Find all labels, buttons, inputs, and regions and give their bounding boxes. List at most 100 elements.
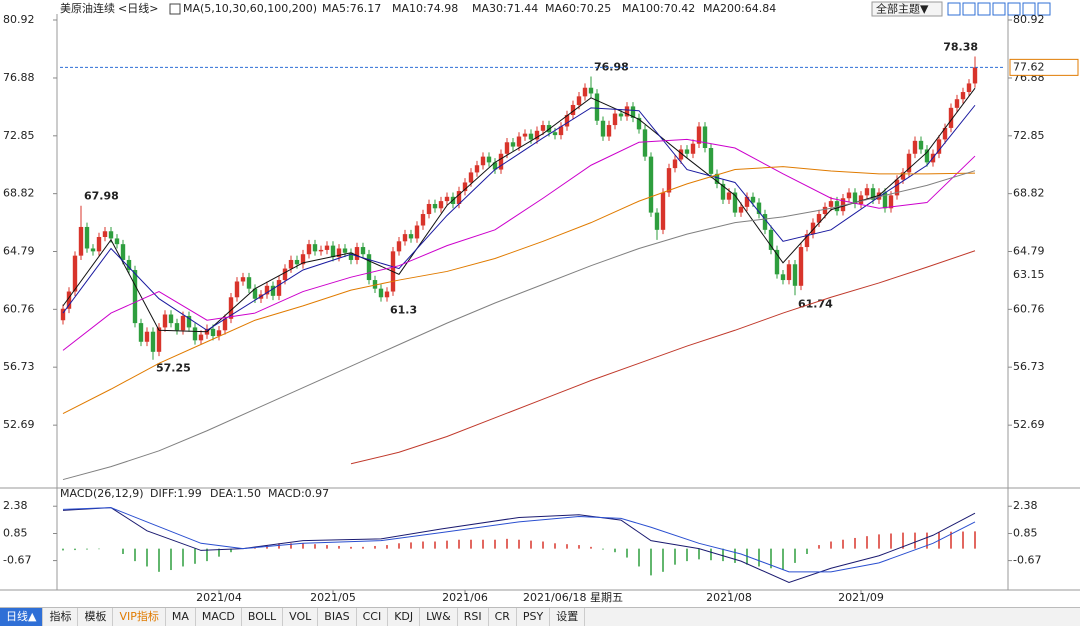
candle-body xyxy=(642,129,648,157)
candle-body xyxy=(96,237,102,252)
tab[interactable]: KDJ xyxy=(388,608,421,626)
tab[interactable]: VIP指标 xyxy=(113,608,166,626)
candle-body xyxy=(408,234,414,239)
candle-body xyxy=(138,323,144,342)
candle-body xyxy=(576,96,582,105)
ma-line xyxy=(62,87,976,333)
candle-body xyxy=(384,291,390,298)
candle-body xyxy=(66,291,72,309)
candle-body xyxy=(198,334,204,341)
tab[interactable]: MACD xyxy=(196,608,242,626)
tab[interactable]: PSY xyxy=(517,608,551,626)
candle-body xyxy=(180,315,186,331)
y-tick-label: 52.69 xyxy=(1013,418,1045,431)
y-tick-label: 0.85 xyxy=(1013,526,1038,539)
candle-body xyxy=(318,249,324,252)
y-tick-label: 2.38 xyxy=(3,499,28,512)
candle-body xyxy=(636,117,642,130)
x-tick-label: 2021/06 xyxy=(442,591,488,604)
candle-body xyxy=(432,203,438,209)
tab[interactable]: RSI xyxy=(458,608,489,626)
ma-line xyxy=(350,250,976,465)
legend-entry: MA60:70.25 xyxy=(545,2,611,15)
tab[interactable]: BOLL xyxy=(242,608,284,626)
tab[interactable]: 日线▲ xyxy=(0,608,44,626)
legend-entry: MA100:70.42 xyxy=(622,2,695,15)
candle-body xyxy=(510,142,516,147)
candle-body xyxy=(540,125,546,131)
candle-body xyxy=(372,280,378,289)
candle-body xyxy=(924,149,930,163)
candle-body xyxy=(288,259,294,269)
tab[interactable]: CCI xyxy=(357,608,389,626)
candle-body xyxy=(396,241,402,252)
candle-body xyxy=(666,168,672,193)
candle-body xyxy=(78,226,84,256)
tab[interactable]: MA xyxy=(166,608,196,626)
tab[interactable]: 指标 xyxy=(43,608,79,626)
candle-body xyxy=(60,308,66,321)
candle-body xyxy=(354,247,360,260)
period-label: <日线> xyxy=(118,1,158,15)
candle-body xyxy=(150,331,156,352)
candle-body xyxy=(618,113,624,117)
tab[interactable]: 模板 xyxy=(78,608,114,626)
tab[interactable]: VOL xyxy=(283,608,319,626)
candle-body xyxy=(894,179,900,196)
candle-body xyxy=(834,201,840,212)
x-tick-label: 2021/04 xyxy=(196,591,242,604)
candle-body xyxy=(522,133,528,137)
candle-body xyxy=(684,149,690,154)
y-tick-label: 56.73 xyxy=(3,360,35,373)
tab[interactable]: BIAS xyxy=(318,608,357,626)
legend-entry: MA10:74.98 xyxy=(392,2,458,15)
tab[interactable]: 设置 xyxy=(550,608,586,626)
candle-body xyxy=(516,136,522,147)
candle-body xyxy=(336,248,342,258)
macd-title: MACD(26,12,9) xyxy=(60,487,144,500)
y-tick-label: 60.76 xyxy=(1013,302,1045,315)
candle-body xyxy=(714,173,720,184)
candle-body xyxy=(756,202,762,215)
candle-body xyxy=(948,107,954,128)
candle-body xyxy=(294,259,300,265)
candle-body xyxy=(528,133,534,140)
candle-body xyxy=(744,196,750,207)
y-tick-label: 72.85 xyxy=(3,129,35,142)
candle-body xyxy=(498,153,504,170)
theme-button-label[interactable]: 全部主题▼ xyxy=(876,2,929,16)
chart-title: 美原油连续 xyxy=(60,1,115,15)
candle-body xyxy=(912,140,918,154)
y-tick-label: 60.76 xyxy=(3,302,35,315)
x-tick-label: 2021/09 xyxy=(838,591,884,604)
candle-body xyxy=(252,288,258,299)
candle-body xyxy=(552,132,558,136)
candle-body xyxy=(300,254,306,265)
candle-body xyxy=(306,244,312,255)
candle-body xyxy=(282,268,288,281)
legend-entry: MA5:76.17 xyxy=(322,2,381,15)
tab[interactable]: LW& xyxy=(420,608,458,626)
candle-body xyxy=(906,153,912,173)
candle-body xyxy=(696,126,702,144)
candle-body xyxy=(162,314,168,328)
candle-body xyxy=(72,255,78,292)
candle-body xyxy=(264,285,270,295)
last-price-label: 77.62 xyxy=(1013,60,1045,73)
candle-body xyxy=(156,327,162,352)
candle-body xyxy=(570,104,576,116)
candle-body xyxy=(228,297,234,319)
candle-body xyxy=(126,259,132,271)
theme-button[interactable] xyxy=(871,1,943,17)
candle-body xyxy=(702,126,708,149)
candle-body xyxy=(324,245,330,250)
candle-body xyxy=(798,247,804,286)
tab[interactable]: CR xyxy=(489,608,517,626)
toolbar-icons[interactable] xyxy=(947,2,1051,16)
candle-body xyxy=(738,206,744,213)
legend-entry: MA200:64.84 xyxy=(703,2,776,15)
ma-icon xyxy=(169,3,181,15)
candle-body xyxy=(672,159,678,169)
legend-entry: MA30:71.44 xyxy=(472,2,538,15)
y-tick-label: -0.67 xyxy=(3,554,31,567)
